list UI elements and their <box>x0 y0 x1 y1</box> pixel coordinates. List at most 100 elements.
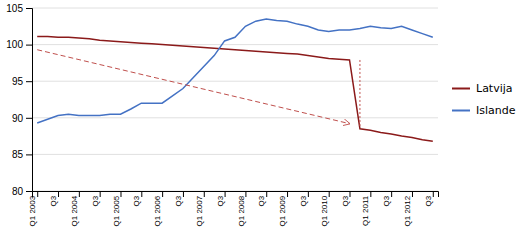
tick-label: Q1 2007 <box>195 195 204 226</box>
legend-label: Islande <box>476 104 516 117</box>
tick: Q3 <box>382 191 391 206</box>
tick: Q1 2010 <box>320 191 329 227</box>
series-line <box>37 19 433 123</box>
tick-mark <box>37 191 38 197</box>
lines <box>37 19 433 141</box>
x-axis: Q1 2003 Q3 Q1 2004 Q3 Q1 2005 Q3 Q1 2006 Q3 Q1 2… <box>28 191 438 227</box>
legend-item: Islande <box>452 104 516 117</box>
tick-label: Q3 <box>91 195 100 206</box>
trend-line <box>37 50 349 124</box>
grid-line <box>32 154 438 155</box>
tick-label: Q1 2004 <box>70 195 79 226</box>
grid <box>32 8 438 191</box>
trend-line <box>359 60 360 128</box>
tick: Q3 <box>132 191 141 206</box>
tick-mark <box>58 191 59 197</box>
tick-label: Q1 2005 <box>112 195 121 226</box>
tick: Q3 <box>341 191 350 206</box>
tick-mark <box>26 8 32 9</box>
tick-label: Q3 <box>216 195 225 206</box>
tick-mark <box>391 191 392 197</box>
y-axis: 80 85 90 95 100 105 <box>6 3 32 197</box>
tick-mark <box>225 191 226 197</box>
series-line <box>37 37 433 142</box>
tick-label: Q1 2008 <box>237 195 246 226</box>
tick: Q1 2009 <box>278 191 287 227</box>
tick-mark <box>245 191 246 197</box>
tick: Q1 2012 <box>403 191 412 227</box>
tick-label: Q1 2011 <box>361 195 370 226</box>
tick-label: 95 <box>12 76 24 87</box>
tick: Q1 2006 <box>153 191 162 227</box>
tick-mark <box>26 45 32 46</box>
tick-mark <box>433 191 434 197</box>
tick-label: 105 <box>6 3 23 14</box>
tick-mark <box>329 191 330 197</box>
tick-label: Q1 2006 <box>153 195 162 226</box>
tick-label: Q1 2009 <box>278 195 287 226</box>
tick-mark <box>141 191 142 197</box>
chart-container: 80859095100105Q1 2003Q3Q1 2004Q3Q1 2005Q… <box>0 0 526 241</box>
tick: 105 <box>6 3 32 14</box>
tick-mark <box>162 191 163 197</box>
tick-mark <box>183 191 184 197</box>
grid-line <box>32 44 438 45</box>
tick-mark <box>26 154 32 155</box>
tick-mark <box>26 191 32 192</box>
tick: Q3 <box>299 191 308 206</box>
tick: Q3 <box>174 191 183 206</box>
tick-label: Q1 2012 <box>403 195 412 226</box>
tick-label: Q3 <box>424 195 433 206</box>
tick: Q1 2005 <box>112 191 121 227</box>
tick-mark <box>266 191 267 197</box>
tick-mark <box>287 191 288 197</box>
grid-line <box>32 81 438 82</box>
chart: 80859095100105Q1 2003Q3Q1 2004Q3Q1 2005Q… <box>0 0 526 241</box>
tick: 100 <box>6 39 32 50</box>
tick-label: 90 <box>12 113 24 124</box>
tick-label: Q3 <box>174 195 183 206</box>
tick-label: 80 <box>12 186 24 197</box>
tick: Q3 <box>216 191 225 206</box>
tick-label: Q3 <box>341 195 350 206</box>
tick-label: 85 <box>12 149 24 160</box>
tick-mark <box>120 191 121 197</box>
tick: Q3 <box>424 191 433 206</box>
tick-mark <box>26 118 32 119</box>
tick: Q1 2011 <box>361 191 370 226</box>
tick: 85 <box>12 149 32 160</box>
tick: 95 <box>12 76 32 87</box>
legend-label: Latvija <box>476 82 513 95</box>
legend-swatch <box>452 88 470 90</box>
tick-mark <box>308 191 309 197</box>
tick: Q3 <box>257 191 266 206</box>
tick-mark <box>412 191 413 197</box>
grid-line <box>32 117 438 118</box>
tick-mark <box>79 191 80 197</box>
tick-mark <box>204 191 205 197</box>
legend-item: Latvija <box>452 82 513 95</box>
tick-label: 100 <box>6 39 23 50</box>
tick: Q3 <box>91 191 100 206</box>
tick-label: Q1 2003 <box>28 195 37 226</box>
tick-label: Q3 <box>132 195 141 206</box>
legend: Latvija Islande <box>452 82 516 117</box>
tick: 90 <box>12 113 32 124</box>
tick-mark <box>350 191 351 197</box>
legend-swatch <box>452 110 470 112</box>
plot: 80859095100105Q1 2003Q3Q1 2004Q3Q1 2005Q… <box>6 3 438 227</box>
tick-label: Q3 <box>299 195 308 206</box>
tick: Q1 2003 <box>28 191 37 227</box>
tick-label: Q3 <box>257 195 266 206</box>
tick-label: Q1 2010 <box>320 195 329 226</box>
tick: Q1 2004 <box>70 191 79 227</box>
tick: Q1 2008 <box>237 191 246 227</box>
tick-mark <box>100 191 101 197</box>
tick: 80 <box>12 186 32 197</box>
tick-label: Q3 <box>382 195 391 206</box>
axis-line <box>26 9 33 192</box>
tick-label: Q3 <box>49 195 58 206</box>
tick-mark <box>370 191 371 197</box>
grid-line <box>32 8 438 9</box>
tick-mark <box>26 81 32 82</box>
